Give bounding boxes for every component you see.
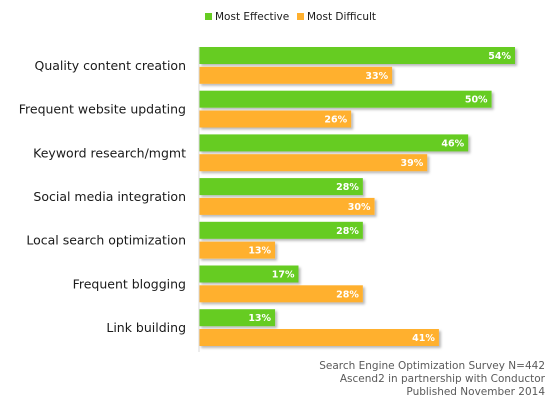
category-labels: Quality content creation Frequent website…	[19, 58, 186, 335]
data-label: 30%	[348, 202, 371, 213]
data-label: 28%	[336, 226, 359, 237]
bar-most-effective	[199, 134, 469, 152]
bar-most-effective	[199, 221, 363, 239]
bar-most-difficult	[199, 66, 393, 84]
bar-most-difficult	[199, 285, 363, 303]
data-label: 39%	[400, 158, 423, 169]
bar-most-difficult	[199, 329, 439, 346]
source-line: Published November 2014	[406, 386, 545, 398]
bar-most-difficult	[199, 154, 428, 172]
category-label: Quality content creation	[34, 58, 186, 73]
data-label: 33%	[365, 71, 388, 82]
legend-label: Most Effective	[215, 11, 289, 23]
data-label: 46%	[441, 138, 464, 149]
source-line: Ascend2 in partnership with Conductor	[340, 373, 546, 385]
legend-label: Most Difficult	[307, 11, 376, 23]
source-line: Search Engine Optimization Survey N=442	[319, 360, 545, 372]
bar-most-effective	[199, 47, 515, 64]
data-label: 26%	[324, 115, 347, 126]
category-label: Local search optimization	[26, 233, 186, 248]
data-label: 28%	[336, 182, 359, 193]
category-label: Link building	[106, 320, 186, 335]
legend-swatch	[205, 13, 212, 20]
bar-most-effective	[199, 178, 363, 196]
bar-most-effective	[199, 265, 299, 283]
bar-most-difficult	[199, 197, 375, 215]
bars: 54% 33% 50% 26% 46% 39% 28% 30% 28% 13% 17% 28% 13% 4…	[199, 47, 515, 346]
bar-most-difficult	[199, 241, 276, 259]
category-label: Frequent blogging	[73, 276, 186, 291]
data-label: 50%	[465, 95, 488, 106]
data-label: 41%	[412, 333, 435, 344]
data-label: 13%	[248, 313, 271, 324]
bar-most-effective	[199, 309, 276, 327]
source-note: Search Engine Optimization Survey N=442A…	[319, 360, 545, 398]
legend: Most Effective Most Difficult	[205, 11, 376, 23]
data-label: 54%	[488, 51, 511, 62]
data-label: 13%	[248, 246, 271, 257]
legend-swatch	[297, 13, 304, 20]
data-label: 17%	[272, 270, 295, 281]
category-label: Keyword research/mgmt	[33, 145, 186, 160]
data-label: 28%	[336, 289, 359, 300]
bar-most-difficult	[199, 110, 352, 128]
bar-most-effective	[199, 90, 492, 108]
category-label: Frequent website updating	[19, 102, 186, 117]
category-label: Social media integration	[33, 189, 186, 204]
